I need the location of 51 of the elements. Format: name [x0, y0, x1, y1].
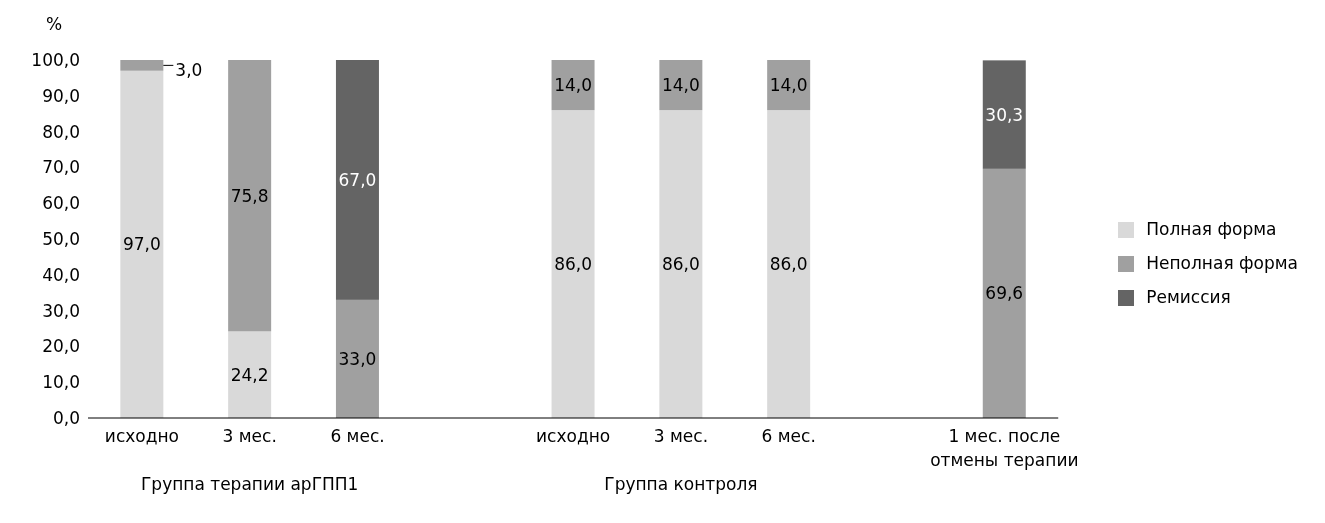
bar: [335, 299, 379, 418]
data-label: 75,8: [230, 185, 269, 206]
bar: [982, 168, 1026, 418]
text: Группа контроля: [604, 474, 758, 494]
x-tick-label: 6 мес.: [330, 426, 385, 446]
y-tick-label: 20,0: [42, 336, 80, 357]
data-label: 67,0: [338, 169, 377, 190]
y-tick-label: 30,0: [42, 300, 80, 321]
data-label: 14,0: [769, 75, 808, 96]
data-label: 24,2: [230, 364, 269, 385]
data-label: 30,3: [985, 104, 1024, 125]
legend-label: Полная форма: [1146, 219, 1277, 239]
x-tick-label: исходно: [536, 426, 611, 446]
bar: [659, 110, 703, 418]
x-tick-label: исходно: [104, 426, 179, 446]
data-label: 86,0: [661, 254, 700, 275]
bar: [335, 60, 379, 300]
x-tick-label: 6 мес.: [761, 426, 816, 446]
data-label: 14,0: [661, 75, 700, 96]
y-tick-label: 60,0: [42, 193, 80, 214]
data-label: 3,0: [175, 60, 203, 80]
bar: [551, 60, 595, 111]
bar: [659, 60, 703, 111]
x-tick-label: 3 мес.: [222, 426, 277, 446]
y-tick-label: 50,0: [42, 229, 80, 250]
x-tick-label: 3 мес.: [653, 426, 709, 446]
y-tick-label: 10,0: [42, 372, 80, 393]
bar: [228, 60, 272, 332]
data-label: 86,0: [554, 254, 592, 275]
y-tick-label: 0,0: [52, 408, 80, 429]
bar: [767, 110, 811, 418]
bar: [982, 60, 1026, 169]
y-tick-label: 40,0: [42, 264, 80, 285]
bar: [228, 331, 272, 418]
data-label: 86,0: [769, 254, 808, 275]
data-label: 14,0: [554, 75, 592, 96]
bar: [120, 60, 164, 71]
text: Группа терапии арГПП1: [140, 474, 359, 494]
data-label: 97,0: [122, 234, 161, 255]
data-label: 33,0: [338, 348, 377, 369]
y-tick-label: 100,0: [31, 50, 80, 71]
x-tick-label: 1 мес. после отмены терапии: [930, 426, 1079, 470]
y-tick-label: 70,0: [42, 157, 80, 178]
data-label: 69,6: [985, 283, 1024, 304]
bar: [551, 110, 595, 418]
y-axis-title: %: [46, 14, 63, 34]
legend-label: Ремиссия: [1146, 287, 1231, 307]
y-tick-label: 90,0: [42, 85, 80, 106]
legend-label: Неполная форма: [1146, 253, 1298, 273]
y-tick-label: 80,0: [42, 121, 80, 142]
bar: [120, 70, 164, 418]
